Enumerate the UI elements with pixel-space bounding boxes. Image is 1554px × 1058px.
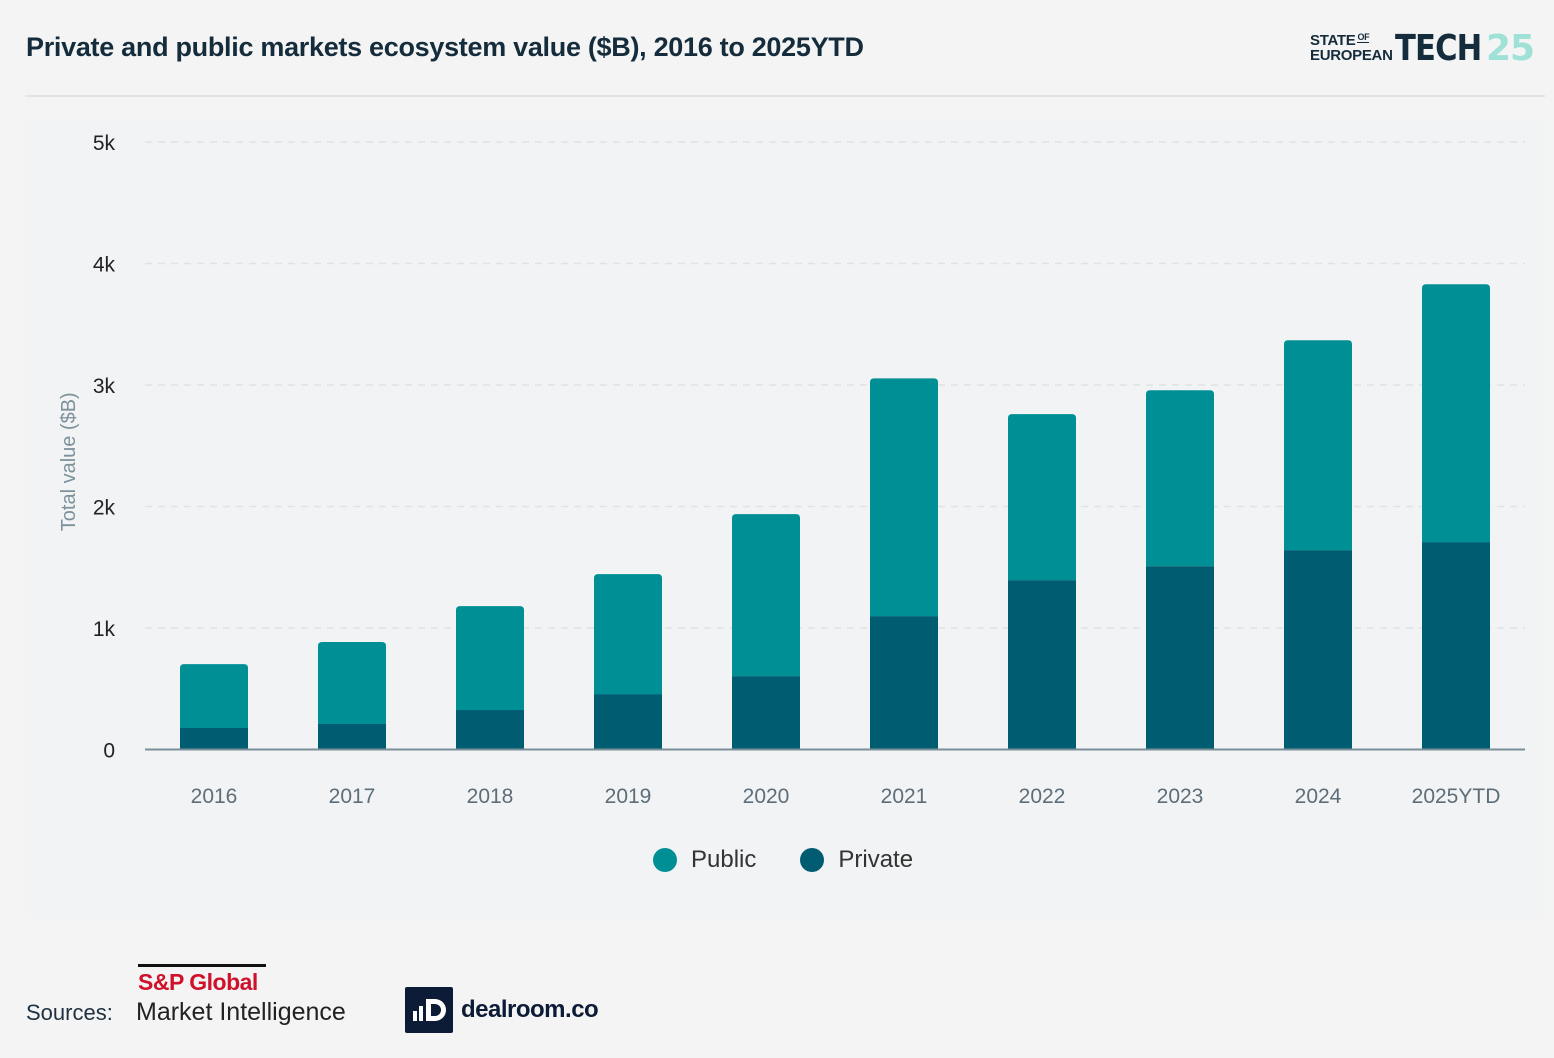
x-tick-label: 2023 xyxy=(1157,785,1204,808)
sources-label: Sources: xyxy=(26,1000,113,1025)
x-tick-label: 2017 xyxy=(329,785,376,808)
x-tick-label: 2018 xyxy=(467,785,514,808)
legend-item-private[interactable]: Private xyxy=(800,846,913,874)
chart-panel: 0 1k 2k 3k 4k 5k Total value ($B) 2016 2017 2018 2… xyxy=(25,118,1545,918)
dealroom-logo: dealroom.co xyxy=(461,996,599,1023)
x-tick-label: 2022 xyxy=(1019,785,1066,808)
bar-public-2025YTD xyxy=(1422,284,1490,543)
bar-private-2022 xyxy=(1008,580,1076,750)
bar-private-2020 xyxy=(732,676,800,750)
legend-item-public[interactable]: Public xyxy=(653,846,756,874)
bar-private-2016 xyxy=(180,727,248,750)
bar-public-2017 xyxy=(318,641,386,724)
bar-public-2018 xyxy=(456,606,524,711)
legend-label-private: Private xyxy=(838,846,914,873)
legend: Public Private xyxy=(653,846,957,874)
bar-public-2020 xyxy=(732,514,800,677)
header-divider xyxy=(25,95,1545,97)
bar-private-2023 xyxy=(1146,566,1214,750)
bar-private-2018 xyxy=(456,710,524,750)
bar-public-2022 xyxy=(1008,414,1076,581)
legend-dot-public xyxy=(653,848,677,872)
legend-dot-private xyxy=(800,848,825,872)
bar-public-2016 xyxy=(180,664,248,728)
bar-public-2024 xyxy=(1284,340,1352,551)
brand-stack: STATE OF EUROPEAN xyxy=(1310,32,1393,64)
y-tick-label: 1k xyxy=(93,618,116,641)
header: Private and public markets ecosystem val… xyxy=(0,0,1554,96)
brand-number: 25 xyxy=(1486,28,1535,69)
x-tick-label: 2016 xyxy=(191,785,238,808)
x-tick-label: 2025YTD xyxy=(1412,785,1501,808)
x-tick-label: 2021 xyxy=(881,785,928,808)
sp-market-intelligence: Market Intelligence xyxy=(136,998,346,1026)
sp-global-logo: S&P Global xyxy=(138,969,258,995)
y-axis-title: Total value ($B) xyxy=(58,392,80,531)
chart-title: Private and public markets ecosystem val… xyxy=(26,32,864,62)
bar-private-2021 xyxy=(870,616,938,750)
dealroom-glyph xyxy=(413,999,446,1021)
bar-chart: 0 1k 2k 3k 4k 5k Total value ($B) 2016 2017 2018 2… xyxy=(58,132,1525,808)
bar-public-2021 xyxy=(870,378,938,617)
x-tick-label: 2024 xyxy=(1295,785,1342,808)
dealroom-icon xyxy=(405,987,453,1033)
x-tick-label: 2020 xyxy=(743,785,790,808)
brand-logo: STATE OF EUROPEAN TECH 25 xyxy=(1310,27,1535,70)
bar-private-2024 xyxy=(1284,550,1352,750)
sp-global-bar xyxy=(138,964,266,967)
y-tick-label: 5k xyxy=(93,132,116,155)
y-tick-label: 3k xyxy=(93,375,116,398)
bar-private-2025YTD xyxy=(1422,542,1490,750)
brand-european: EUROPEAN xyxy=(1310,47,1393,64)
y-tick-label: 0 xyxy=(103,740,115,763)
bar-public-2019 xyxy=(594,574,662,695)
legend-label-public: Public xyxy=(691,846,757,873)
brand-state: STATE xyxy=(1310,32,1356,49)
brand-of: OF xyxy=(1357,32,1370,43)
y-tick-label: 2k xyxy=(93,497,116,520)
x-tick-label: 2019 xyxy=(605,785,652,808)
footer-sources: Sources: S&P Global Market Intelligence … xyxy=(0,960,700,1050)
bar-private-2019 xyxy=(594,694,662,750)
bar-public-2023 xyxy=(1146,390,1214,567)
y-tick-label: 4k xyxy=(93,254,116,277)
bar-private-2017 xyxy=(318,723,386,750)
brand-tech: TECH xyxy=(1394,27,1482,69)
